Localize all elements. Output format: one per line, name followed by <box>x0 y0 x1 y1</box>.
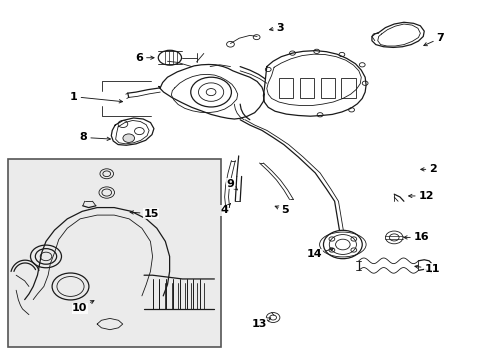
Text: 1: 1 <box>70 92 122 103</box>
Text: 16: 16 <box>404 233 429 242</box>
Text: 7: 7 <box>424 33 444 46</box>
Text: 13: 13 <box>251 318 271 329</box>
Bar <box>279 78 294 98</box>
Text: 10: 10 <box>72 301 94 313</box>
Text: 15: 15 <box>130 209 159 219</box>
Bar <box>342 78 356 98</box>
Text: 3: 3 <box>270 23 284 33</box>
Text: 4: 4 <box>220 203 231 215</box>
Text: 6: 6 <box>135 53 154 63</box>
Text: 11: 11 <box>415 264 440 274</box>
Text: 2: 2 <box>421 165 437 174</box>
Text: 9: 9 <box>226 179 237 190</box>
Bar <box>320 78 335 98</box>
Text: 8: 8 <box>80 132 110 143</box>
Text: 12: 12 <box>409 191 434 201</box>
Circle shape <box>123 134 135 143</box>
Bar <box>300 78 314 98</box>
Text: 14: 14 <box>307 248 333 260</box>
Text: 5: 5 <box>275 205 289 215</box>
FancyBboxPatch shape <box>8 159 221 347</box>
